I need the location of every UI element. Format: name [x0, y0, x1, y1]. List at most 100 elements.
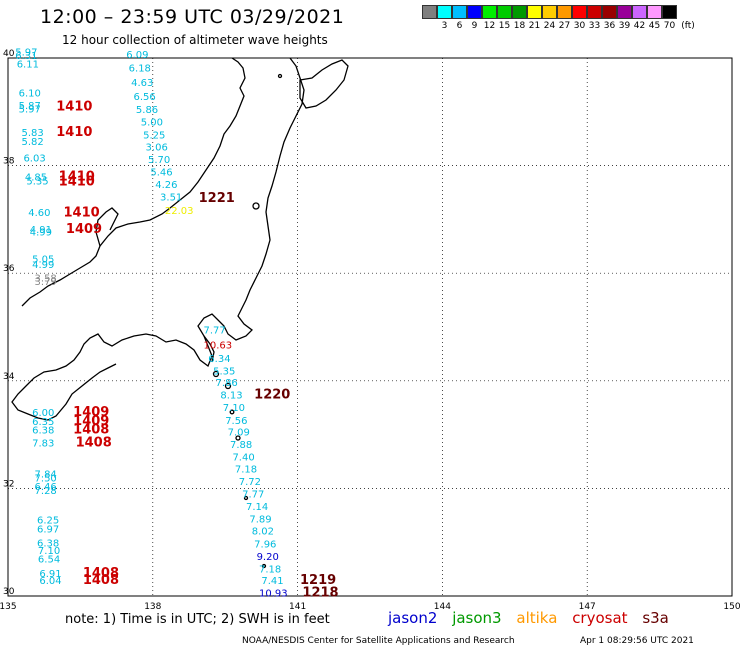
x-tick-label: 150 — [723, 602, 740, 612]
pass-time-label: 1408 — [83, 566, 119, 581]
legend-label-12: 36 — [603, 21, 616, 31]
generated-timestamp: Apr 1 08:29:56 UTC 2021 — [580, 636, 694, 646]
satellite-cryosat-label: cryosat — [572, 609, 628, 627]
y-tick-label: 36 — [3, 264, 15, 274]
x-tick-label: 135 — [0, 602, 17, 612]
wave-height-label: 7.18 — [259, 564, 281, 575]
legend-label-1: 3 — [441, 21, 448, 31]
color-legend-labels: 3 6 9 12 15 18 21 24 27 30 33 36 39 42 45 70 (ft) — [422, 21, 699, 31]
wave-height-label: 4.99 — [30, 228, 52, 239]
wave-height-label: 7.41 — [261, 576, 283, 587]
wave-height-label: 6.00 — [32, 408, 54, 419]
y-tick-label: 38 — [3, 157, 15, 167]
pass-time-label: 1408 — [76, 435, 112, 450]
coastline-honshu-north — [21, 57, 246, 307]
wave-height-label: 5.86 — [136, 105, 158, 116]
pass-time-label: 1410 — [59, 170, 95, 185]
wave-height-label: 5.35 — [26, 176, 48, 187]
wave-height-label: 3.79 — [35, 277, 57, 288]
island-hachijo — [235, 435, 241, 441]
wave-height-label: 9.20 — [257, 552, 279, 563]
wave-height-label: 7.83 — [32, 438, 54, 449]
wave-height-label: 6.91 — [39, 569, 61, 580]
coastline — [11, 57, 349, 569]
satellite-jason3-label: jason3 — [452, 609, 502, 627]
satellite-s3a-label: s3a — [642, 609, 669, 627]
wave-height-label: 7.14 — [246, 502, 268, 513]
wave-height-label: 7.40 — [232, 452, 254, 463]
pass-time-label: 1410 — [56, 125, 92, 140]
x-tick-label: 144 — [434, 602, 451, 612]
wave-height-label: 10.63 — [203, 341, 232, 352]
island-torishima — [277, 73, 283, 79]
legend-label-6: 18 — [513, 21, 526, 31]
wave-height-label: 6.31 — [15, 51, 37, 62]
wave-height-label: 7.84 — [35, 470, 57, 481]
x-tick-label: 141 — [289, 602, 306, 612]
map-frame — [7, 57, 733, 597]
pass-time-label: 1218 — [302, 586, 338, 601]
legend-swatch-4 — [482, 5, 497, 19]
legend-swatch-7 — [527, 5, 542, 19]
legend-swatch-14 — [632, 5, 647, 19]
legend-label-4: 12 — [483, 21, 496, 31]
y-tick-label: 34 — [3, 372, 15, 382]
island-miyake — [229, 409, 235, 415]
wave-height-label: 6.25 — [37, 515, 59, 526]
wave-height-label: 6.35 — [32, 417, 54, 428]
legend-swatch-2 — [452, 5, 467, 19]
legend-swatch-6 — [512, 5, 527, 19]
x-tick-label: 138 — [144, 602, 161, 612]
wave-height-label: 4.26 — [155, 180, 177, 191]
wave-height-label: 3.58 — [35, 273, 57, 284]
wave-height-label: 4.91 — [30, 225, 52, 236]
wave-height-label: 7.89 — [249, 514, 271, 525]
pass-time-label: 1220 — [254, 388, 290, 403]
wave-height-label: 6.34 — [208, 354, 230, 365]
wave-height-label: 5.00 — [141, 117, 163, 128]
pass-time-label: 1409 — [73, 414, 109, 429]
legend-swatch-13 — [617, 5, 632, 19]
legend-label-15: 45 — [648, 21, 661, 31]
island-aogashima — [243, 495, 249, 501]
y-tick-label: 32 — [3, 479, 14, 489]
wave-height-label: 7.88 — [230, 440, 252, 451]
legend-label-17: (ft) — [681, 21, 695, 31]
wave-height-label: 7.96 — [254, 540, 276, 551]
wave-height-label: 7.77 — [203, 325, 225, 336]
legend-label-7: 21 — [528, 21, 541, 31]
y-tick-label: 30 — [3, 587, 15, 597]
pass-time-label: 1410 — [56, 100, 92, 115]
wave-height-label: 3.51 — [160, 193, 182, 204]
satellite-jason2-label: jason2 — [388, 609, 438, 627]
wave-height-label: 6.04 — [39, 576, 61, 587]
wave-height-label: 6.10 — [19, 89, 41, 100]
pass-time-label: 1410 — [59, 175, 95, 190]
wave-height-label: 7.18 — [235, 464, 257, 475]
legend-swatch-3 — [467, 5, 482, 19]
axis-tick-labels: 135 138 141 144 147 150 40 38 36 34 32 30 — [0, 49, 740, 612]
island-niijima — [224, 382, 232, 390]
satellite-legend: jason2 jason3 altika cryosat s3a — [388, 609, 679, 627]
legend-label-3: 9 — [471, 21, 478, 31]
wave-height-label: 6.97 — [37, 525, 59, 536]
coastline-honshu-east — [11, 57, 305, 421]
y-tick-label: 40 — [3, 49, 15, 59]
pass-time-label: 1409 — [73, 405, 109, 420]
coastline-hokkaido — [299, 59, 349, 109]
coastline-noto — [95, 207, 119, 247]
legend-label-11: 33 — [588, 21, 601, 31]
wave-height-label: 7.77 — [242, 490, 264, 501]
wave-height-label: 5.97 — [15, 47, 37, 58]
legend-swatch-16 — [662, 5, 677, 19]
wave-height-label: 10.93 — [259, 589, 288, 600]
legend-label-16: 70 — [663, 21, 676, 31]
pass-time-label: 1408 — [73, 423, 109, 438]
wave-height-label: 6.18 — [129, 63, 151, 74]
pass-time-label: 1219 — [300, 573, 336, 588]
legend-swatch-9 — [557, 5, 572, 19]
wave-height-label: 7.56 — [225, 416, 247, 427]
credit-line: NOAA/NESDIS Center for Satellite Applica… — [242, 636, 515, 646]
